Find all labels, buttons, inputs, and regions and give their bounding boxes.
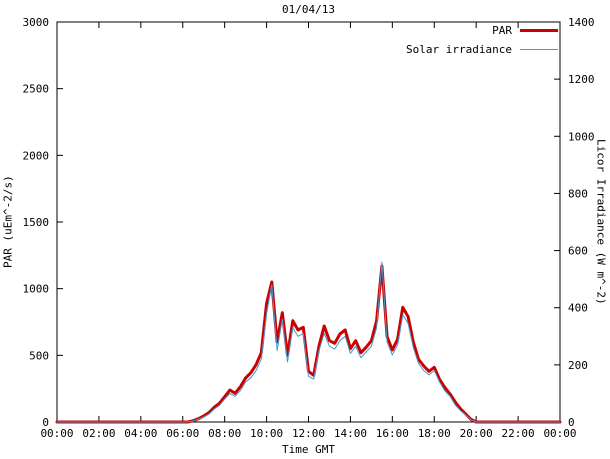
svg-text:0: 0 <box>568 416 575 429</box>
svg-text:00:00: 00:00 <box>543 427 576 440</box>
svg-text:1200: 1200 <box>568 73 595 86</box>
svg-text:14:00: 14:00 <box>334 427 367 440</box>
y-axis-label-right: Licor Irradiance (W m^-2) <box>594 139 608 305</box>
chart-title: 01/04/13 <box>282 3 335 16</box>
legend-label-par: PAR <box>492 24 512 37</box>
y-axis-label-left: PAR (uEm^-2/s) <box>1 175 15 269</box>
svg-text:08:00: 08:00 <box>208 427 241 440</box>
svg-text:800: 800 <box>568 187 588 200</box>
svg-text:06:00: 06:00 <box>166 427 199 440</box>
legend-item-par: PAR <box>406 24 558 37</box>
svg-text:1400: 1400 <box>568 16 595 29</box>
svg-text:200: 200 <box>568 359 588 372</box>
svg-text:500: 500 <box>29 349 49 362</box>
svg-text:04:00: 04:00 <box>124 427 157 440</box>
solar-irradiance-line-sample <box>520 49 558 50</box>
svg-text:2500: 2500 <box>23 83 50 96</box>
legend-label-solar-irradiance: Solar irradiance <box>406 43 512 56</box>
svg-text:10:00: 10:00 <box>250 427 283 440</box>
svg-text:1500: 1500 <box>23 216 50 229</box>
svg-text:2000: 2000 <box>23 149 50 162</box>
svg-text:18:00: 18:00 <box>418 427 451 440</box>
svg-text:22:00: 22:00 <box>502 427 535 440</box>
svg-text:1000: 1000 <box>568 130 595 143</box>
svg-text:600: 600 <box>568 245 588 258</box>
svg-text:400: 400 <box>568 302 588 315</box>
par-line-sample <box>520 29 558 32</box>
legend: PAR Solar irradiance <box>406 24 558 56</box>
svg-text:0: 0 <box>42 416 49 429</box>
x-axis-label: Time GMT <box>282 443 335 456</box>
svg-text:00:00: 00:00 <box>40 427 73 440</box>
svg-text:02:00: 02:00 <box>82 427 115 440</box>
legend-item-solar-irradiance: Solar irradiance <box>406 43 558 56</box>
svg-text:1000: 1000 <box>23 283 50 296</box>
svg-text:20:00: 20:00 <box>460 427 493 440</box>
svg-text:3000: 3000 <box>23 16 50 29</box>
svg-text:12:00: 12:00 <box>292 427 325 440</box>
svg-text:16:00: 16:00 <box>376 427 409 440</box>
